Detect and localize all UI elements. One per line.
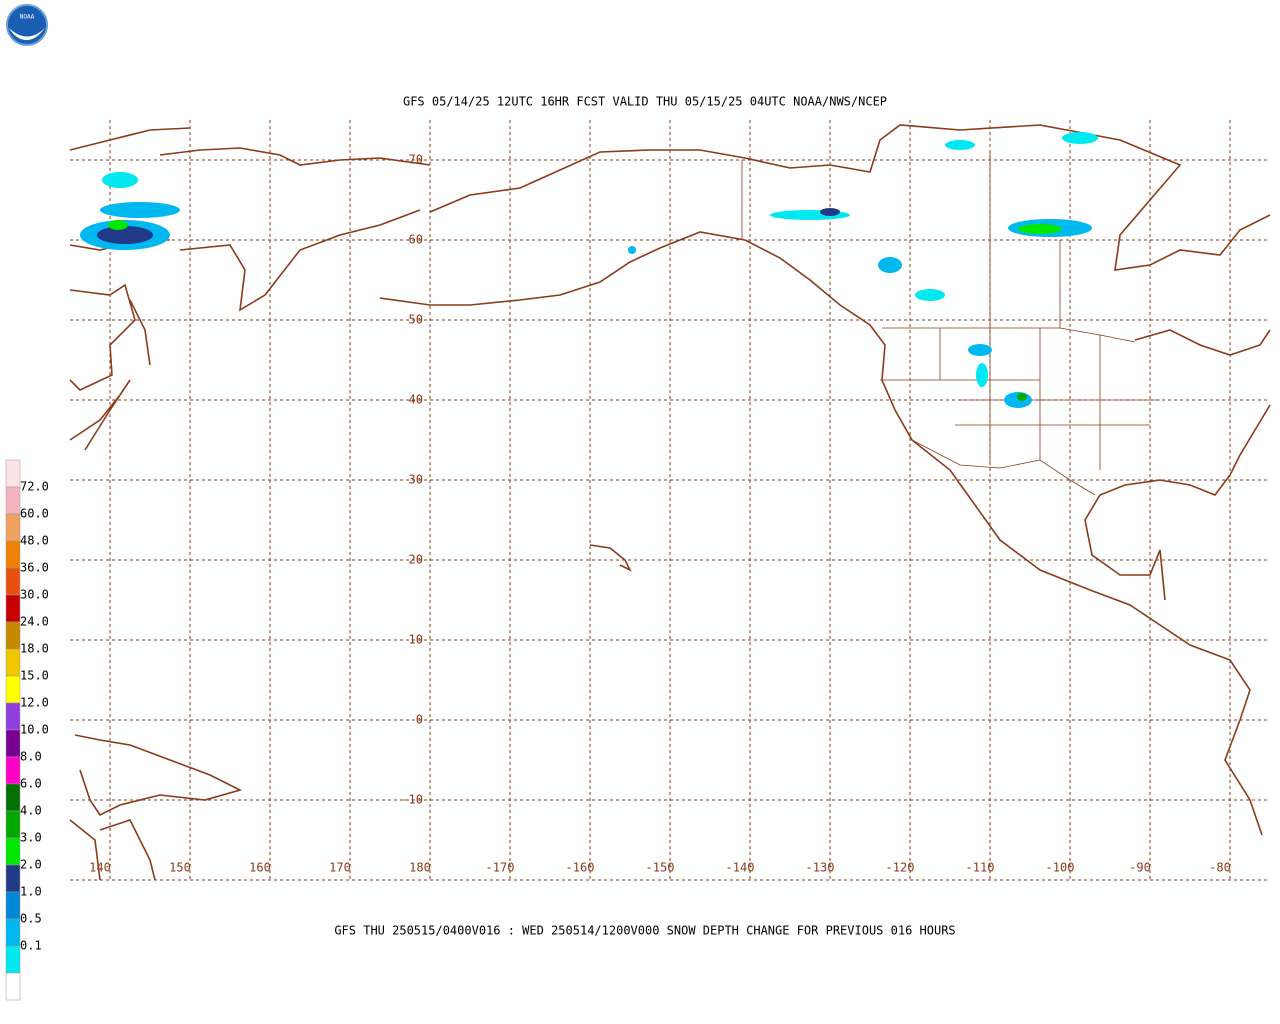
legend-swatch [5,837,21,866]
lon-label: 180 [409,861,431,875]
legend-label: 24.0 [20,615,49,629]
legend-label: 72.0 [20,480,49,494]
lon-label: -100 [1046,861,1075,875]
coastlines [69,124,1271,881]
lon-label: -150 [646,861,675,875]
legend-label: 48.0 [20,534,49,548]
noaa-logo: NOAA [6,4,48,46]
lat-label: 60 [409,233,423,247]
lon-label: -140 [726,861,755,875]
legend: 72.0 60.0 48.0 36.0 30.0 24.0 18.0 15.0 12.0 10.0… [5,459,49,1001]
lon-label: 160 [249,861,271,875]
legend-label: 2.0 [20,858,42,872]
lon-label: -160 [566,861,595,875]
lat-label: 50 [409,313,423,327]
legend-label: 0.1 [20,939,42,953]
legend-label: 3.0 [20,831,42,845]
legend-swatch [5,918,21,947]
legend-swatch [5,945,21,974]
lon-label: 150 [169,861,191,875]
legend-label: 10.0 [20,723,49,737]
lon-label: -80 [1209,861,1231,875]
legend-label: 60.0 [20,507,49,521]
legend-swatch [5,648,21,677]
legend-label: 1.0 [20,885,42,899]
legend-label: 12.0 [20,696,49,710]
legend-swatch [5,783,21,812]
lon-label: -120 [886,861,915,875]
snow-patches [80,132,1098,408]
lon-label: 170 [329,861,351,875]
borders [741,150,1160,496]
legend-swatch [5,891,21,920]
lon-label: -110 [966,861,995,875]
lon-label: -130 [806,861,835,875]
lat-label: -10 [401,793,423,807]
lon-label: -90 [1129,861,1151,875]
legend-label: 18.0 [20,642,49,656]
legend-label: 8.0 [20,750,42,764]
legend-swatch [5,972,21,1001]
legend-swatch [5,567,21,596]
legend-swatch [5,540,21,569]
map-title: GFS 05/14/25 12UTC 16HR FCST VALID THU 0… [403,95,887,109]
legend-label: 15.0 [20,669,49,683]
legend-swatch [5,810,21,839]
legend-swatch [5,756,21,785]
legend-label: 4.0 [20,804,42,818]
legend-swatch [5,459,21,488]
legend-label: 6.0 [20,777,42,791]
lat-label: 30 [409,473,423,487]
lat-label: 40 [409,393,423,407]
legend-swatch [5,486,21,515]
legend-swatch [5,513,21,542]
legend-label: 30.0 [20,588,49,602]
legend-label: 0.5 [20,912,42,926]
footer-caption: GFS THU 250515/0400V016 : WED 250514/120… [334,924,955,938]
lat-label: 20 [409,553,423,567]
legend-swatch [5,864,21,893]
lon-label: 140 [89,861,111,875]
legend-swatch [5,594,21,623]
legend-swatch [5,621,21,650]
lon-label: -170 [486,861,515,875]
legend-swatch [5,675,21,704]
lat-label: 10 [409,633,423,647]
lat-label: 0 [416,713,423,727]
legend-swatch [5,729,21,758]
legend-swatch [5,702,21,731]
logo-text: NOAA [20,14,35,21]
legend-label: 36.0 [20,561,49,575]
